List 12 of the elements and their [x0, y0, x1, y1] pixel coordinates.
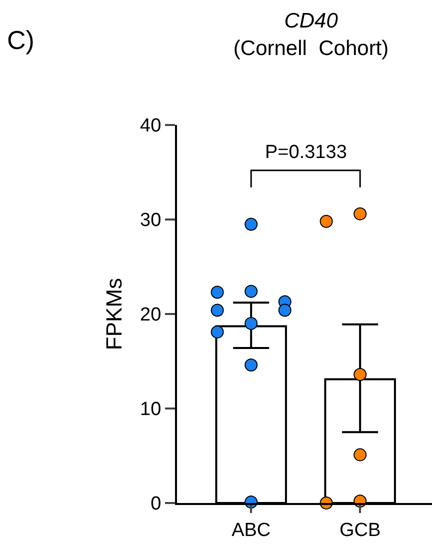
x-tick-label: GCB: [339, 520, 381, 541]
y-tick-label: 0: [150, 494, 162, 515]
x-tick-label: ABC: [232, 520, 271, 541]
annotation: P=0.3133: [265, 142, 347, 163]
y-tick-label: 10: [140, 399, 162, 420]
y-tick-label: 20: [140, 304, 162, 326]
y-tick-label: 30: [140, 210, 162, 232]
chart-title: CD40: [284, 10, 338, 33]
y-tick-label: 40: [140, 116, 162, 137]
y-axis-title: FPKMs: [101, 278, 126, 350]
text: C): [7, 25, 34, 55]
chart-subtitle: (Cornell Cohort): [233, 36, 389, 60]
